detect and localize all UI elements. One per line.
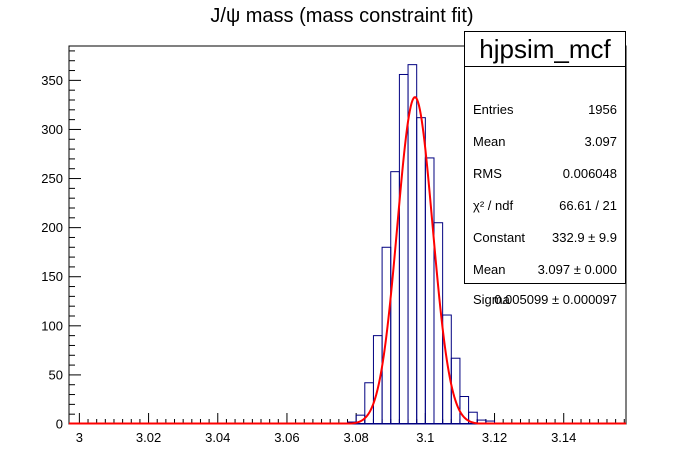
chart-title: J/ψ mass (mass constraint fit) [210, 5, 473, 27]
histogram-bin [372, 335, 383, 425]
y-tick-label: 50 [49, 367, 63, 382]
y-tick-label: 100 [41, 318, 63, 333]
fit-curve [69, 96, 626, 425]
stats-value: 332.9 ± 9.9 [552, 230, 617, 245]
stats-value: 0.006048 [562, 166, 617, 181]
stats-key: Mean [473, 134, 506, 149]
stats-row-mean: Mean 3.097 [473, 132, 617, 152]
stats-key: Mean [473, 262, 506, 277]
stats-value: 3.097 [584, 134, 617, 149]
stats-title: hjpsim_mcf [465, 32, 625, 67]
stats-key: Constant [473, 230, 526, 245]
stats-key: χ² / ndf [473, 198, 514, 213]
stats-row-constant: Constant 332.9 ± 9.9 [473, 228, 617, 248]
stats-key: Entries [473, 102, 514, 117]
x-tick-label: 3 [76, 430, 83, 445]
stats-row-fit-mean: Mean 3.097 ± 0.000 [473, 260, 617, 280]
y-tick-label: 300 [41, 122, 63, 137]
stats-row-chi2: χ² / ndf 66.61 / 21 [473, 196, 617, 216]
x-tick-label: 3.02 [136, 430, 161, 445]
x-tick-label: 3.04 [205, 430, 230, 445]
stats-box: hjpsim_mcf Entries 1956 Mean 3.097 RMS 0… [464, 31, 626, 307]
stats-row-sigma: Sigma 0.005099 ± 0.000097 [473, 290, 617, 310]
x-tick-label: 3.14 [551, 430, 576, 445]
stats-value: 0.005099 ± 0.000097 [494, 292, 617, 307]
stats-row-rms: RMS 0.006048 [473, 164, 617, 184]
stats-key: Sigma [473, 292, 510, 307]
histogram-bin [416, 117, 426, 425]
y-tick-label: 250 [41, 171, 63, 186]
x-tick-label: 3.08 [343, 430, 368, 445]
stats-value: 3.097 ± 0.000 [537, 262, 617, 277]
x-tick-label: 3.12 [482, 430, 507, 445]
y-tick-label: 200 [41, 220, 63, 235]
y-tick-label: 150 [41, 269, 63, 284]
x-tick-label: 3.1 [416, 430, 434, 445]
stats-value: 66.61 / 21 [559, 198, 617, 213]
stats-value: 1956 [588, 102, 617, 117]
y-tick-label: 350 [41, 73, 63, 88]
stats-row-entries: Entries 1956 [473, 100, 617, 120]
stats-key: RMS [473, 166, 502, 181]
y-tick-label: 0 [56, 417, 63, 432]
x-tick-label: 3.06 [274, 430, 299, 445]
